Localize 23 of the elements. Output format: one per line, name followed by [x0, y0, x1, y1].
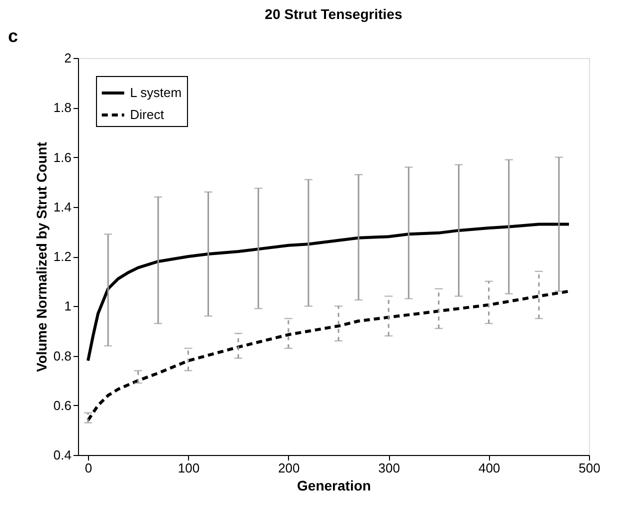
x-axis-title: Generation [297, 478, 371, 494]
y-tick-label: 0.8 [53, 348, 72, 364]
legend-label: Direct [130, 107, 164, 122]
y-tick-label: 1.8 [53, 100, 72, 116]
y-tick-label: 1.4 [53, 199, 72, 214]
text: c [8, 26, 18, 46]
y-tick-label: 0.4 [53, 448, 72, 462]
y-tick-label: 1.6 [53, 150, 72, 165]
line-series [86, 290, 570, 422]
y-tick-label: 0.6 [53, 398, 72, 413]
line-series [86, 222, 570, 362]
y-tick-label: 2 [64, 50, 72, 66]
y-tick-label: 1 [64, 298, 72, 314]
x-tick-label: 0 [84, 460, 92, 476]
legend-label: L system [130, 85, 182, 100]
chart-title: 20 Strut Tensegrities [264, 6, 402, 22]
y-axis-title: Volume Normalized by Strut Count [33, 142, 50, 372]
y-tick-label: 1.2 [53, 249, 72, 264]
x-tick-label: 500 [578, 460, 600, 476]
x-tick-label: 100 [178, 460, 200, 476]
x-tick-label: 300 [378, 460, 400, 476]
x-tick-label: 400 [478, 460, 500, 476]
x-tick-label: 200 [278, 460, 300, 476]
